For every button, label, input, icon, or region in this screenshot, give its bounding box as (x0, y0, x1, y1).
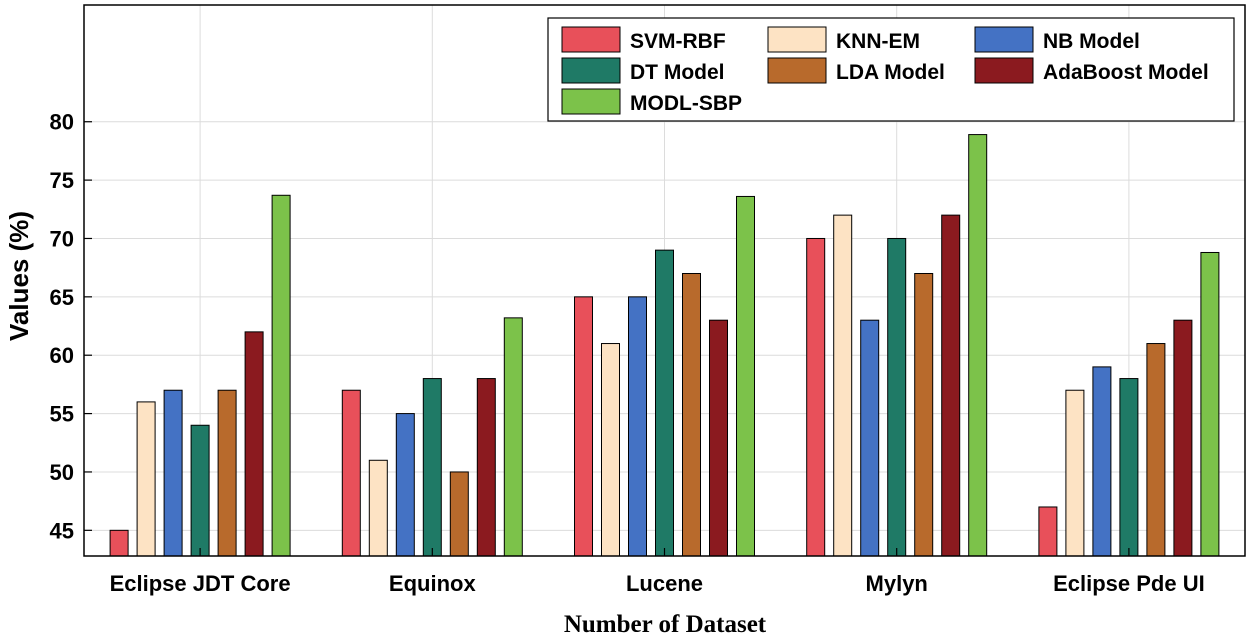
bar-knn-em-0 (136, 401, 156, 557)
y-tick-label: 45 (50, 518, 74, 543)
legend-label: KNN-EM (836, 30, 920, 53)
bar-dt-model-1 (422, 378, 442, 557)
bar-dt-model-2 (655, 249, 674, 557)
bar-adaboost-model-2 (709, 319, 728, 557)
x-category-label: Lucene (626, 571, 703, 596)
bar-modl-sbp-0 (271, 194, 291, 557)
x-category-label: Eclipse JDT Core (110, 571, 291, 596)
bar-nb-model-4 (1092, 366, 1112, 557)
legend-box (547, 17, 1235, 122)
bar-lda-model-1 (449, 471, 469, 557)
bar-modl-sbp-1 (503, 317, 523, 557)
bar-modl-sbp-2 (736, 195, 755, 557)
bar-nb-model-3 (860, 319, 880, 557)
legend-swatch (561, 88, 621, 115)
bar-lda-model-2 (682, 272, 701, 557)
legend-label: AdaBoost Model (1043, 61, 1209, 84)
bar-svm-rbf-0 (109, 529, 129, 557)
y-tick-label: 55 (50, 402, 74, 427)
y-tick-label: 60 (50, 343, 74, 368)
y-tick-label: 50 (50, 460, 74, 485)
bar-dt-model-3 (887, 237, 907, 557)
y-tick-label: 65 (50, 285, 74, 310)
x-category-label: Eclipse Pde UI (1053, 571, 1205, 596)
legend-swatch (974, 57, 1034, 84)
bar-knn-em-2 (601, 343, 620, 557)
legend-swatch (974, 26, 1034, 53)
bar-lda-model-3 (914, 272, 934, 557)
bar-modl-sbp-3 (968, 134, 988, 557)
bar-svm-rbf-2 (574, 296, 593, 557)
y-axis: 45 50 55 60 65 70 75 80 (50, 110, 92, 543)
bar-modl-sbp-4 (1200, 251, 1220, 557)
y-tick-label: 70 (50, 226, 74, 251)
bar-svm-rbf-4 (1038, 506, 1058, 557)
legend-label: DT Model (630, 61, 725, 84)
legend-label: SVM-RBF (630, 30, 726, 53)
bar-adaboost-model-4 (1173, 319, 1193, 557)
bar-lda-model-0 (217, 389, 237, 557)
legend-label: MODL-SBP (630, 92, 742, 115)
bar-svm-rbf-3 (806, 237, 826, 557)
bar-knn-em-4 (1065, 389, 1085, 557)
legend-label: LDA Model (836, 61, 945, 84)
bar-adaboost-model-0 (244, 331, 264, 557)
bar-nb-model-1 (395, 413, 415, 557)
legend-swatch (561, 26, 621, 53)
bar-dt-model-4 (1119, 378, 1139, 557)
legend-swatch (767, 57, 827, 84)
legend-swatch (767, 26, 827, 53)
legend-label: NB Model (1043, 30, 1140, 53)
bar-knn-em-1 (368, 459, 388, 557)
legend-swatch (561, 57, 621, 84)
bar-nb-model-2 (628, 296, 647, 557)
bar-knn-em-3 (833, 214, 853, 557)
bar-adaboost-model-1 (476, 378, 496, 557)
bar-dt-model-0 (190, 424, 210, 557)
bar-svm-rbf-1 (341, 389, 361, 557)
bar-lda-model-4 (1146, 343, 1166, 557)
bars (109, 134, 1220, 557)
x-axis-title: Number of Dataset (564, 611, 767, 637)
x-category-label: Mylyn (866, 571, 928, 596)
bar-adaboost-model-3 (941, 214, 961, 557)
y-tick-label: 75 (50, 168, 74, 193)
y-axis-title: Values (%) (4, 211, 34, 341)
x-axis: Eclipse JDT Core Equinox Lucene Mylyn Eclips… (110, 548, 1205, 596)
legend: SVM-RBF KNN-EM NB Model DT Model LDA Model Ad… (547, 17, 1235, 122)
y-tick-label: 80 (50, 110, 74, 135)
x-category-label: Equinox (389, 571, 477, 596)
bar-nb-model-0 (163, 389, 183, 557)
